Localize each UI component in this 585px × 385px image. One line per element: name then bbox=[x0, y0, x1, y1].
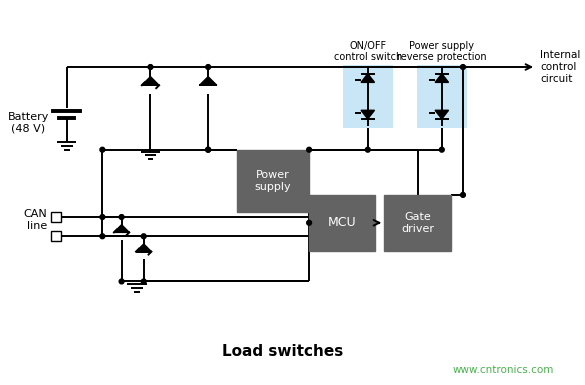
Text: Power
supply: Power supply bbox=[254, 170, 291, 192]
Bar bbox=[51, 231, 61, 241]
Bar bbox=[417, 65, 467, 127]
Text: Internal
control
circuit: Internal control circuit bbox=[540, 50, 580, 84]
Text: Load switches: Load switches bbox=[222, 344, 343, 359]
Circle shape bbox=[142, 234, 146, 239]
Text: Battery
(48 V): Battery (48 V) bbox=[8, 112, 49, 134]
Circle shape bbox=[460, 192, 466, 197]
Circle shape bbox=[100, 147, 105, 152]
Circle shape bbox=[119, 279, 124, 284]
Circle shape bbox=[439, 147, 444, 152]
Circle shape bbox=[206, 65, 211, 69]
Circle shape bbox=[307, 147, 312, 152]
Polygon shape bbox=[361, 74, 374, 82]
Circle shape bbox=[460, 65, 466, 69]
Polygon shape bbox=[199, 77, 217, 85]
Polygon shape bbox=[114, 225, 129, 233]
Circle shape bbox=[100, 234, 105, 239]
Circle shape bbox=[206, 147, 211, 152]
Circle shape bbox=[307, 220, 312, 225]
Text: ON/OFF
control switch: ON/OFF control switch bbox=[333, 40, 402, 62]
Bar bbox=[237, 150, 309, 212]
Polygon shape bbox=[142, 77, 159, 85]
Circle shape bbox=[119, 214, 124, 219]
Text: www.cntronics.com: www.cntronics.com bbox=[453, 365, 555, 375]
Bar bbox=[51, 212, 61, 222]
Circle shape bbox=[148, 65, 153, 69]
Circle shape bbox=[206, 147, 211, 152]
Polygon shape bbox=[435, 110, 449, 119]
Bar bbox=[343, 65, 393, 127]
Text: Power supply
reverse protection: Power supply reverse protection bbox=[397, 40, 487, 62]
Circle shape bbox=[366, 147, 370, 152]
Circle shape bbox=[100, 214, 105, 219]
Text: Gate
driver: Gate driver bbox=[401, 212, 434, 234]
Bar bbox=[309, 195, 374, 251]
Polygon shape bbox=[361, 110, 374, 119]
Bar bbox=[384, 195, 452, 251]
Polygon shape bbox=[435, 74, 449, 82]
Polygon shape bbox=[136, 244, 152, 252]
Text: MCU: MCU bbox=[328, 216, 356, 229]
Text: CAN
line: CAN line bbox=[24, 209, 47, 231]
Circle shape bbox=[142, 279, 146, 284]
